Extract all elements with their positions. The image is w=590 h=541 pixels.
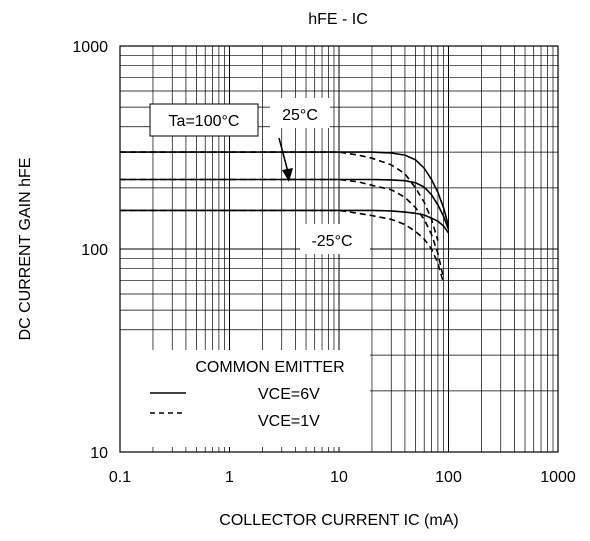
x-tick-label: 10: [330, 469, 348, 486]
x-axis-label: COLLECTOR CURRENT IC (mA): [219, 512, 458, 529]
ta-label-box: [149, 103, 259, 137]
legend-dashed-label: VCE=1V: [258, 413, 320, 430]
y-tick-label: 1000: [72, 39, 108, 56]
y-tick-labels: 10 100 1000: [72, 39, 108, 462]
low-label: -25°C: [311, 233, 352, 250]
x-tick-label: 1000: [540, 469, 576, 486]
y-axis-label: DC CURRENT GAIN hFE: [17, 158, 34, 341]
solid-series-line: [120, 151, 450, 227]
chart-title: hFE - IC: [308, 11, 368, 28]
dashed-series-line: [120, 151, 439, 241]
series-layer: [120, 151, 450, 284]
dashed-series-line: [120, 178, 445, 279]
y-tick-label: 100: [81, 242, 108, 259]
dashed-series-line: [120, 209, 445, 284]
low-label-box: [300, 224, 370, 254]
legend-solid-label: VCE=6V: [258, 386, 320, 403]
x-tick-labels: 0.1 1 10 100 1000: [109, 469, 576, 486]
x-tick-label: 1: [225, 469, 234, 486]
ta-label: Ta=100°C: [169, 113, 240, 130]
x-tick-label: 100: [435, 469, 462, 486]
y-tick-label: 10: [90, 445, 108, 462]
legend-box: [120, 350, 370, 447]
mid-label: 25°C: [282, 107, 318, 124]
mid-label-box: [270, 98, 330, 128]
x-tick-label: 0.1: [109, 469, 131, 486]
annotation-arrow: [278, 137, 289, 173]
annotation-arrowhead: [282, 168, 293, 182]
legend-title: COMMON EMITTER: [195, 359, 344, 376]
plot-frame: [119, 45, 559, 453]
